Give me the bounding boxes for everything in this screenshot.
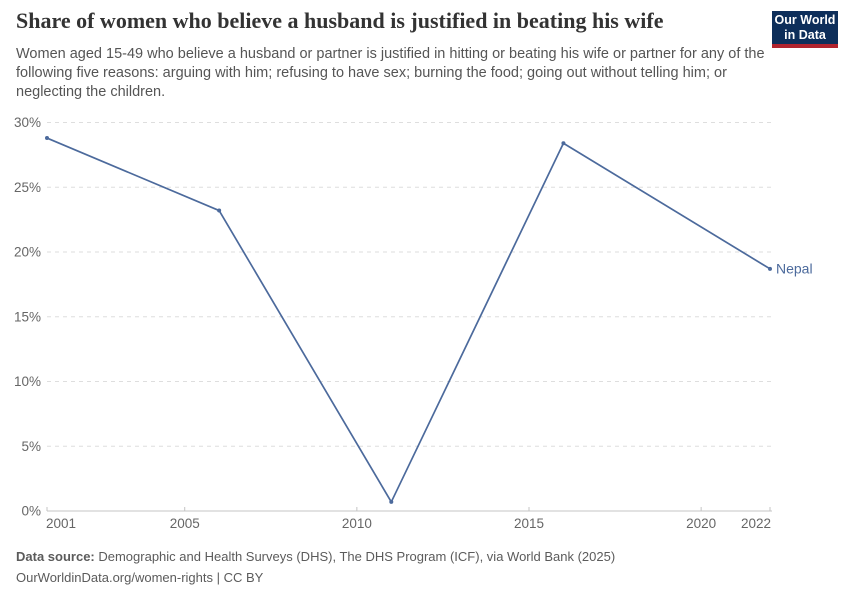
nepal-trend-line[interactable] xyxy=(46,137,771,503)
y-axis-tick-label: 0% xyxy=(21,504,41,519)
y-axis-tick-label: 20% xyxy=(14,245,41,260)
y-axis-tick-label: 15% xyxy=(14,309,41,324)
data-point[interactable] xyxy=(389,499,394,504)
data-source-text: Demographic and Health Surveys (DHS), Th… xyxy=(94,549,616,564)
owid-logo-line1: Our World xyxy=(774,12,836,27)
x-axis-tick-label: 2015 xyxy=(514,516,544,531)
data-point[interactable] xyxy=(45,136,49,141)
data-point[interactable] xyxy=(217,208,222,213)
x-axis-tick-label: 2001 xyxy=(46,516,76,531)
x-axis-tick-label: 2005 xyxy=(170,516,200,531)
y-axis-tick-label: 25% xyxy=(14,180,41,195)
chart-subtitle: Women aged 15-49 who believe a husband o… xyxy=(16,46,765,100)
y-axis-tick-label: 30% xyxy=(14,115,41,130)
chart-footer: Data source: Demographic and Health Surv… xyxy=(16,549,615,586)
data-point[interactable] xyxy=(768,266,772,271)
data-point[interactable] xyxy=(561,141,566,146)
data-source-label: Data source: xyxy=(16,549,95,564)
data-source-line: Data source: Demographic and Health Surv… xyxy=(16,549,615,565)
x-axis-tick-label: 2022 xyxy=(741,516,771,531)
y-axis-tick-label: 5% xyxy=(21,439,41,454)
chart-title: Share of women who believe a husband is … xyxy=(16,8,664,33)
y-axis-tick-label: 10% xyxy=(14,374,41,389)
x-axis-tick-label: 2010 xyxy=(342,516,372,531)
owid-logo[interactable]: Our World in Data xyxy=(772,11,838,48)
license-line[interactable]: OurWorldinData.org/women-rights | CC BY xyxy=(16,570,264,585)
x-axis-tick-label: 2020 xyxy=(686,516,716,531)
entity-label-nepal[interactable]: Nepal xyxy=(776,260,813,276)
owid-logo-line2: in Data xyxy=(784,27,826,42)
